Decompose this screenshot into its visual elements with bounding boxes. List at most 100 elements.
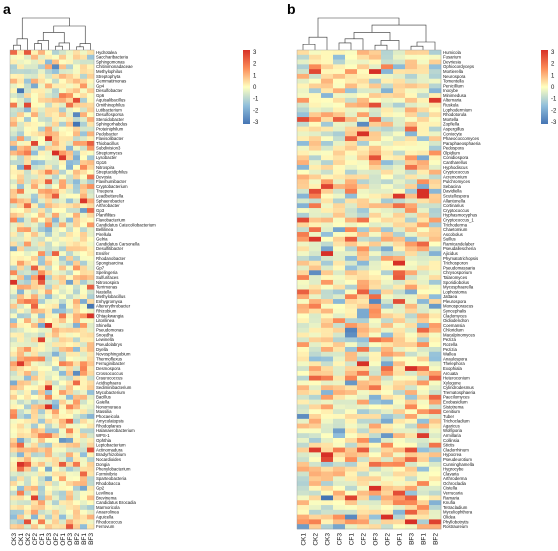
- heatmap-cell: [393, 83, 406, 89]
- heatmap-cell: [429, 442, 442, 448]
- heatmap-cell: [429, 313, 442, 319]
- heatmap-cell: [66, 519, 74, 525]
- panel-a: a HydrotaleaSaccharibacteriaSphingomonas…: [3, 1, 259, 546]
- panel-b-letter: b: [287, 1, 296, 17]
- heatmap-cell: [297, 184, 310, 190]
- heatmap-cell: [31, 241, 39, 247]
- heatmap-cell: [87, 342, 95, 348]
- heatmap-cell: [59, 255, 67, 262]
- heatmap-cell: [321, 251, 334, 257]
- heatmap-cell: [321, 155, 334, 161]
- heatmap-cell: [10, 179, 18, 185]
- heatmap-cell: [45, 102, 53, 108]
- heatmap-cell: [405, 117, 418, 123]
- heatmap-cell: [52, 136, 60, 142]
- heatmap-cell: [429, 241, 442, 247]
- heatmap-cell: [38, 88, 46, 94]
- heatmap-cell: [309, 64, 322, 70]
- heatmap-cell: [66, 255, 74, 262]
- heatmap-cell: [321, 241, 334, 247]
- heatmap-cell: [429, 275, 442, 281]
- heatmap-cell: [309, 97, 322, 103]
- heatmap-cell: [59, 476, 67, 482]
- heatmap-cell: [369, 69, 382, 75]
- heatmap-cell: [52, 174, 60, 180]
- heatmap-cell: [381, 188, 394, 194]
- heatmap-cell: [52, 93, 60, 99]
- heatmap-cell: [66, 313, 74, 319]
- heatmap-cell: [73, 323, 81, 329]
- heatmap-cell: [381, 366, 394, 372]
- row-label: Myceliophthora: [443, 510, 473, 515]
- heatmap-cell: [31, 505, 39, 511]
- heatmap-cell: [309, 519, 322, 525]
- heatmap-cell: [80, 78, 88, 84]
- heatmap-cell: [87, 509, 95, 515]
- heatmap-cell: [17, 236, 25, 242]
- heatmap-cell: [333, 141, 346, 147]
- heatmap-cell: [321, 327, 334, 333]
- heatmap-cell: [45, 83, 53, 89]
- heatmap-cell: [321, 265, 334, 271]
- heatmap-cell: [45, 73, 53, 80]
- heatmap-cell: [405, 93, 418, 99]
- heatmap-cell: [309, 313, 322, 319]
- heatmap-cell: [52, 476, 60, 482]
- heatmap-cell: [357, 447, 370, 453]
- row-label: Streptophyta: [96, 74, 121, 79]
- heatmap-cell: [45, 466, 53, 472]
- heatmap-cell: [345, 83, 358, 89]
- heatmap-cell: [345, 361, 358, 367]
- heatmap-cell: [31, 500, 39, 506]
- heatmap-cell: [405, 505, 418, 511]
- heatmap-cell: [369, 308, 382, 314]
- heatmap-cell: [345, 232, 358, 238]
- heatmap-cell: [369, 121, 382, 127]
- heatmap-cell: [393, 471, 406, 477]
- heatmap-cell: [17, 414, 25, 420]
- heatmap-cell: [73, 490, 81, 496]
- row-label: Arthroderma: [443, 476, 467, 481]
- heatmap-cell: [45, 203, 53, 209]
- heatmap-cell: [381, 155, 394, 161]
- heatmap-cell: [45, 93, 53, 99]
- heatmap-cell: [321, 346, 334, 353]
- heatmap-cell: [429, 145, 442, 151]
- heatmap-cell: [309, 289, 322, 295]
- heatmap-cell: [381, 490, 394, 496]
- heatmap-cell: [309, 102, 322, 108]
- heatmap-cell: [429, 308, 442, 314]
- heatmap-cell: [80, 150, 88, 156]
- heatmap-cell: [369, 188, 382, 194]
- heatmap-cell: [429, 59, 442, 65]
- heatmap-cell: [10, 131, 18, 137]
- heatmap-cell: [393, 270, 406, 276]
- heatmap-cell: [80, 351, 88, 357]
- heatmap-cell: [87, 452, 95, 458]
- heatmap-cell: [369, 423, 382, 429]
- heatmap-cell: [369, 346, 382, 353]
- heatmap-cell: [297, 69, 310, 75]
- row-label: Litorilinea: [96, 318, 115, 323]
- heatmap-cell: [405, 485, 418, 491]
- heatmap-cell: [381, 93, 394, 99]
- heatmap-cell: [333, 490, 346, 496]
- heatmap-cell: [31, 260, 39, 266]
- heatmap-cell: [17, 188, 25, 194]
- heatmap-cell: [381, 260, 394, 266]
- heatmap-cell: [59, 414, 67, 420]
- panel-b-heatmap-cells: [296, 49, 442, 530]
- row-label: Acremonium: [443, 174, 468, 179]
- heatmap-cell: [73, 164, 81, 171]
- heatmap-cell: [66, 481, 74, 487]
- heatmap-cell: [381, 481, 394, 487]
- heatmap-cell: [309, 222, 322, 228]
- heatmap-cell: [321, 284, 334, 290]
- heatmap-cell: [24, 275, 32, 281]
- heatmap-cell: [405, 318, 418, 324]
- heatmap-cell: [309, 437, 322, 444]
- heatmap-cell: [73, 289, 81, 295]
- dendrogram-link: [58, 42, 70, 50]
- heatmap-cell: [309, 179, 322, 185]
